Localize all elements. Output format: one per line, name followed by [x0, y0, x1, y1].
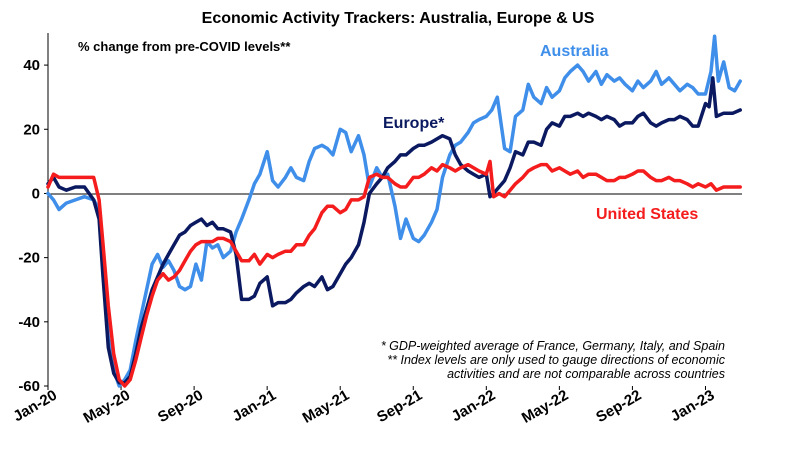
chart-subtitle: % change from pre-COVID levels** — [78, 39, 291, 54]
footnote-1: * GDP-weighted average of France, German… — [381, 339, 725, 353]
legend-label-united-states: United States — [596, 206, 698, 223]
y-tick-label: -40 — [18, 314, 40, 331]
footnotes: * GDP-weighted average of France, German… — [381, 339, 726, 381]
x-ticks: Jan-20 May-20 Sep-20 Jan-21 May-21 Sep-21 Jan-… — [10, 386, 717, 427]
y-ticks: -60 -40 -20 0 20 40 — [18, 57, 48, 395]
series-line-united-states — [46, 159, 742, 388]
footnote-2: ** Index levels are only used to gauge d… — [387, 353, 725, 367]
x-tick-label-may-21: May-21 — [300, 387, 353, 427]
x-tick-label-sep-21: Sep-21 — [374, 387, 425, 426]
x-tick-label-jan-23: Jan-23 — [668, 387, 718, 425]
legend-label-australia: Australia — [540, 43, 609, 60]
series-lines — [46, 34, 742, 388]
x-tick-label-may-22: May-22 — [519, 387, 572, 427]
y-tick-label: 20 — [23, 121, 40, 138]
legend-label-europe: Europe* — [383, 115, 445, 132]
y-tick-label: -20 — [18, 250, 40, 267]
y-tick-label: 0 — [32, 185, 40, 202]
x-tick-label-jan-21: Jan-21 — [229, 387, 279, 425]
series-line-australia — [46, 34, 742, 388]
y-tick-label: -60 — [18, 378, 40, 395]
x-tick-label-sep-20: Sep-20 — [155, 387, 206, 426]
series-line-europe — [46, 76, 742, 385]
x-tick-label-may-20: May-20 — [81, 387, 134, 427]
x-tick-label-sep-22: Sep-22 — [593, 387, 644, 426]
x-tick-label-jan-22: Jan-22 — [449, 387, 499, 425]
y-tick-label: 40 — [23, 57, 40, 74]
chart-title: Economic Activity Trackers: Australia, E… — [202, 10, 595, 27]
footnote-3: activities and are not comparable across… — [447, 367, 725, 381]
